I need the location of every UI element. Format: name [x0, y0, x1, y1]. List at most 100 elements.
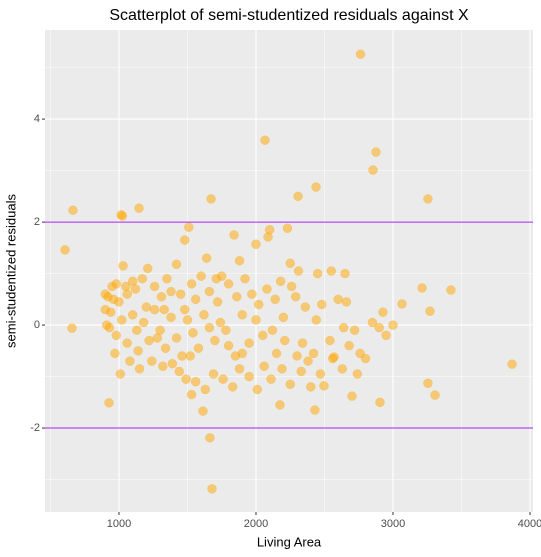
point: [312, 268, 323, 279]
point: [282, 223, 293, 234]
point: [325, 335, 335, 346]
point: [190, 294, 201, 305]
point: [206, 194, 216, 204]
point: [278, 312, 289, 323]
point: [186, 279, 197, 289]
point: [152, 333, 163, 343]
point: [141, 302, 152, 312]
point: [349, 325, 360, 335]
x-tick-label: 3000: [381, 518, 405, 530]
point: [110, 348, 120, 359]
point: [208, 369, 219, 379]
point: [171, 333, 182, 343]
point: [430, 390, 440, 400]
point: [259, 361, 269, 372]
point: [68, 205, 78, 215]
y-tick-label: 2: [34, 216, 40, 228]
point: [149, 281, 160, 292]
point: [166, 312, 176, 323]
point: [423, 378, 433, 389]
point: [122, 338, 132, 348]
point: [333, 294, 343, 305]
point: [507, 359, 517, 369]
point: [381, 330, 391, 341]
point: [352, 369, 363, 379]
point: [244, 338, 254, 348]
point: [196, 271, 206, 281]
point: [316, 299, 327, 310]
point: [193, 343, 204, 353]
point: [234, 364, 245, 374]
point: [244, 371, 254, 382]
point: [423, 194, 433, 204]
point: [280, 335, 290, 346]
point: [100, 304, 111, 315]
point: [375, 397, 385, 408]
point: [355, 49, 366, 59]
point: [138, 317, 149, 328]
point: [159, 304, 169, 315]
point: [149, 304, 160, 315]
point: [182, 315, 193, 325]
point: [221, 325, 231, 335]
plot-background: [45, 30, 533, 512]
point: [264, 225, 275, 235]
point: [181, 374, 191, 384]
point: [337, 364, 348, 374]
x-tick-label: 1000: [107, 518, 131, 530]
point: [121, 281, 131, 292]
point: [230, 351, 241, 361]
point: [378, 307, 388, 317]
point: [167, 358, 178, 369]
point: [215, 317, 226, 328]
point: [234, 255, 245, 266]
point: [252, 384, 263, 395]
point: [338, 322, 349, 333]
point: [310, 405, 320, 415]
point: [218, 374, 228, 384]
point: [360, 353, 371, 364]
point: [211, 273, 222, 284]
x-tick-label: 2000: [244, 518, 268, 530]
point: [122, 289, 132, 299]
point: [446, 285, 456, 295]
point: [285, 379, 295, 390]
point: [296, 366, 306, 377]
point: [175, 289, 186, 299]
point: [297, 338, 308, 348]
point: [177, 351, 187, 361]
point: [329, 352, 339, 362]
point: [190, 376, 201, 387]
point: [223, 340, 234, 351]
point: [132, 325, 142, 335]
point: [133, 346, 143, 356]
point: [267, 325, 278, 335]
point: [127, 310, 138, 320]
point: [251, 315, 261, 325]
point: [247, 289, 257, 299]
point: [240, 273, 250, 284]
point: [111, 330, 121, 341]
point: [204, 286, 215, 297]
point: [184, 222, 194, 232]
point: [201, 253, 212, 263]
y-tick-label: 4: [34, 113, 40, 125]
point: [130, 284, 141, 294]
point: [160, 343, 171, 353]
point: [229, 230, 239, 240]
point: [374, 322, 385, 333]
point: [147, 356, 157, 366]
point: [275, 400, 285, 410]
point: [262, 284, 272, 294]
point: [388, 320, 398, 330]
point: [277, 364, 287, 374]
point: [223, 279, 234, 289]
point: [205, 433, 215, 443]
point: [292, 351, 302, 361]
point: [143, 263, 153, 274]
point: [270, 294, 280, 305]
point: [367, 317, 378, 328]
point: [117, 211, 128, 221]
point: [171, 259, 182, 270]
point: [286, 281, 297, 292]
